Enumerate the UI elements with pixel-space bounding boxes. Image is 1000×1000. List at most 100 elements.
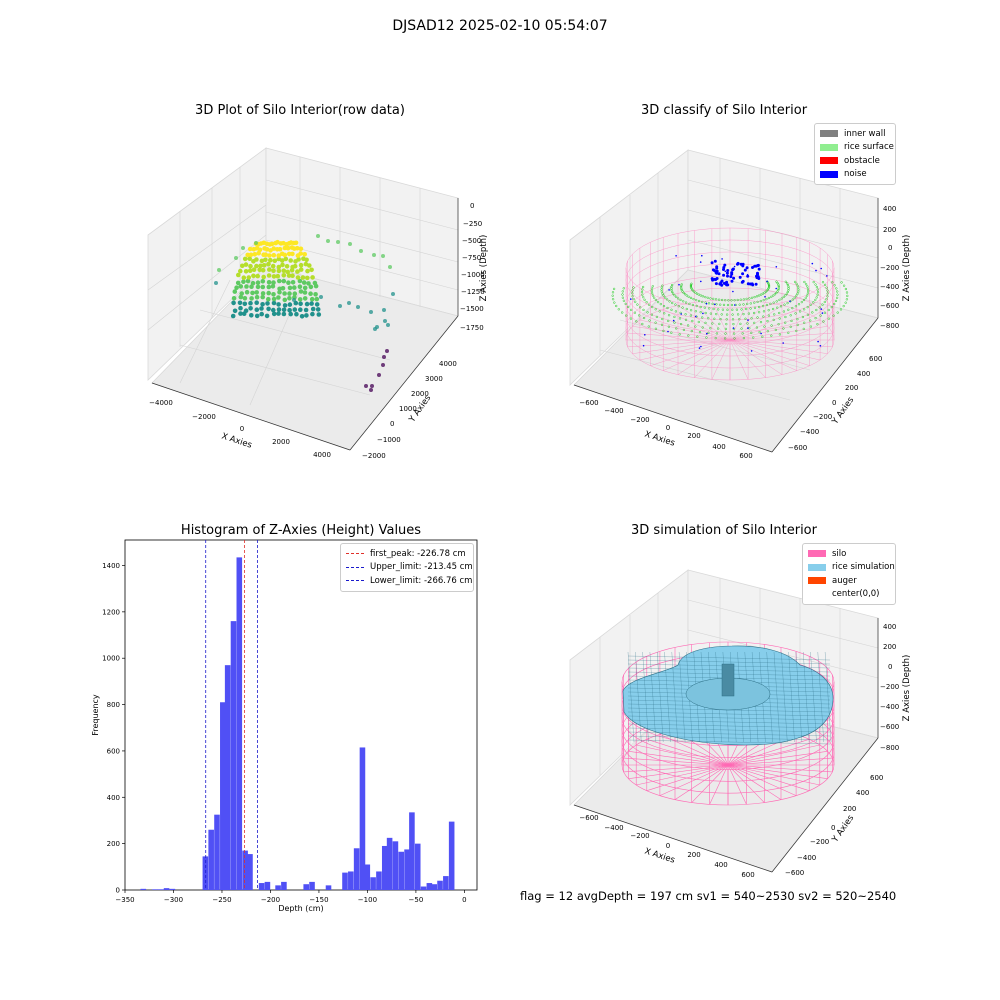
- scatter-point: [359, 249, 363, 253]
- panel1-z-tick: −1500: [460, 305, 484, 313]
- scatter-point: [252, 252, 258, 257]
- noise-point: [721, 258, 723, 260]
- rice-surface-point: [646, 311, 649, 314]
- scatter-point: [260, 294, 266, 300]
- rice-surface-point: [707, 331, 710, 335]
- rice-surface-point: [711, 302, 714, 306]
- rice-surface-point: [784, 321, 787, 324]
- histogram-bar: [448, 821, 455, 890]
- scatter-point: [235, 280, 241, 286]
- histogram-bar: [420, 886, 427, 890]
- rice-surface-point: [675, 327, 678, 330]
- panel2-z-tick: −400: [880, 283, 899, 291]
- rice-surface-point: [667, 314, 671, 317]
- scatter-point: [309, 301, 314, 306]
- scatter-point: [280, 262, 285, 268]
- scatter-point: [305, 268, 310, 274]
- scatter-point: [238, 311, 243, 316]
- rice-surface-point: [635, 320, 638, 323]
- panel2-z-tick: −800: [880, 322, 899, 330]
- histogram-x-ticks: −350 −300 −250 −200 −150 −100 −50 0: [115, 890, 467, 904]
- histogram-bar: [258, 883, 265, 890]
- histogram-y-tick-label: 600: [107, 747, 120, 755]
- silo-floor-spoke: [729, 302, 766, 341]
- histogram-y-tick-label: 1200: [102, 608, 120, 616]
- rice-surface-point: [642, 296, 645, 299]
- legend-swatch-rice-surface: [820, 143, 838, 151]
- rice-surface-point: [805, 294, 809, 297]
- rice-surface-point: [701, 300, 704, 304]
- scatter-point: [243, 262, 249, 267]
- scatter-point: [250, 280, 256, 286]
- rice-surface-point: [798, 310, 802, 313]
- rice-surface-point: [806, 292, 810, 295]
- rice-surface-point: [641, 293, 644, 296]
- rice-surface-point: [661, 317, 664, 321]
- scatter-point: [302, 290, 308, 295]
- silo-floor-spoke: [729, 339, 797, 371]
- rice-surface-point: [717, 298, 721, 301]
- scatter-point: [382, 308, 386, 312]
- panel4-x-tick: −400: [604, 824, 623, 832]
- scatter-point: [298, 251, 304, 256]
- rice-surface-point: [772, 301, 775, 304]
- rice-surface-point: [796, 323, 799, 327]
- rice-surface-point: [642, 308, 645, 312]
- rice-surface-point: [827, 317, 830, 320]
- histogram-bar: [426, 883, 433, 890]
- rice-surface-point: [777, 287, 780, 290]
- rice-surface-point: [701, 326, 704, 329]
- scatter-point: [237, 300, 243, 306]
- scatter-point: [316, 234, 320, 238]
- rice-surface-point: [825, 286, 828, 289]
- rice-surface-point: [706, 296, 709, 299]
- rice-surface-point: [725, 318, 728, 321]
- panel2-points: [611, 254, 849, 352]
- panel2-z-tick: 400: [883, 205, 896, 213]
- scatter-point: [248, 306, 253, 311]
- scatter-point: [266, 290, 272, 296]
- scatter-point: [250, 290, 255, 296]
- histogram-bar: [404, 849, 410, 890]
- panel2-x-tick: 200: [687, 432, 700, 440]
- scatter-point: [251, 273, 256, 279]
- scatter-point: [319, 295, 323, 299]
- noise-point: [668, 289, 670, 291]
- silo-floor-spoke: [632, 339, 731, 354]
- rice-surface-point: [762, 298, 765, 302]
- rice-surface-point: [659, 302, 662, 306]
- silo-floor-spoke: [691, 764, 729, 803]
- rice-surface-point: [816, 293, 819, 296]
- panel4-z-tick: 0: [888, 663, 892, 671]
- rice-surface-point: [694, 310, 697, 313]
- panel2-y-tick: 0: [832, 399, 836, 407]
- histogram-x-tick-label: −300: [164, 896, 183, 904]
- scatter-point: [251, 267, 257, 273]
- rice-surface-point: [723, 337, 727, 340]
- panel2-x-tick: 400: [712, 443, 725, 451]
- panel4-rice-surface: [622, 645, 834, 746]
- scatter-point: [306, 281, 311, 286]
- noise-point: [754, 264, 758, 268]
- rice-surface-point: [801, 315, 805, 319]
- rice-surface-point: [770, 324, 773, 327]
- noise-point: [695, 315, 697, 318]
- rice-mesh-line: [678, 651, 686, 743]
- rice-surface-point: [765, 297, 768, 301]
- rice-surface-point: [674, 295, 678, 298]
- scatter-point: [298, 307, 303, 313]
- silo-floor-spoke: [727, 757, 833, 766]
- histogram-bar: [398, 851, 405, 890]
- panel2-z-label: Z Axies (Depth): [902, 235, 912, 302]
- rice-surface-point: [652, 296, 656, 299]
- noise-point: [672, 319, 675, 322]
- scatter-point: [271, 296, 277, 302]
- scatter-point: [276, 264, 282, 270]
- rice-mesh-line: [664, 651, 671, 743]
- scatter-point: [287, 307, 292, 313]
- rice-surface-point: [747, 312, 751, 315]
- silo-floor-spoke: [727, 751, 828, 766]
- scatter-point: [275, 273, 281, 279]
- panel4-x-label: X Axies: [643, 846, 676, 865]
- scatter-point: [295, 245, 300, 251]
